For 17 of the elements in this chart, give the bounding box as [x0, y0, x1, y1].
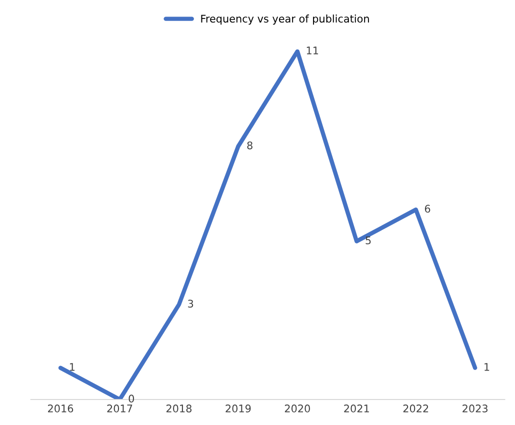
data-label: 5: [366, 236, 371, 244]
x-tick-label: 2019: [226, 404, 251, 412]
x-tick-label: 2018: [166, 404, 192, 412]
x-tick-label: 2022: [403, 404, 428, 412]
data-label: 11: [306, 46, 318, 54]
x-tick-label: 2016: [48, 404, 74, 412]
x-tick-label: 2017: [107, 404, 132, 412]
data-label: 1: [70, 363, 75, 371]
legend-label: Frequency vs year of publication: [201, 14, 369, 25]
x-tick-label: 2021: [344, 404, 369, 412]
data-label: 0: [128, 394, 134, 403]
data-label: 3: [188, 300, 194, 308]
data-label: 6: [424, 204, 430, 213]
x-tick-label: 2023: [462, 404, 488, 412]
data-label: 8: [247, 141, 252, 150]
x-tick-label: 2020: [284, 404, 310, 412]
data-label: 1: [484, 363, 490, 371]
